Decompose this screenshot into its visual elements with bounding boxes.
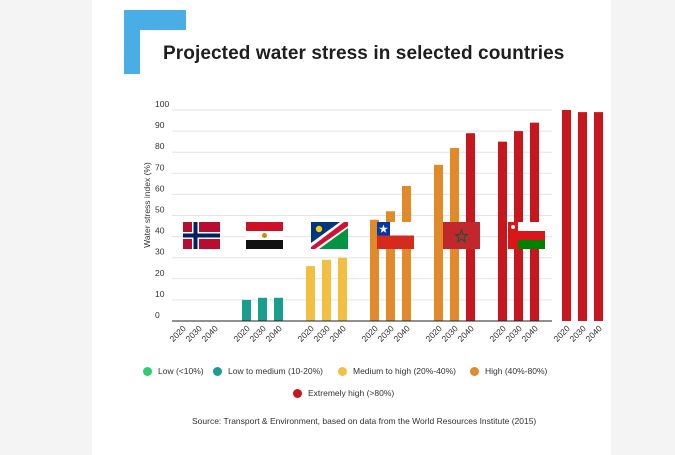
legend-item-high: High (40%-80%)	[470, 366, 547, 376]
namibia-flag	[311, 222, 348, 249]
morocco-flag	[443, 222, 480, 249]
bar	[322, 259, 331, 321]
x-tick-label: 2040	[519, 323, 540, 344]
bar	[562, 110, 571, 321]
x-tick-label: 2040	[199, 323, 220, 344]
legend-swatch	[470, 366, 479, 376]
y-tick-label: 40	[155, 226, 165, 236]
legend-label: Low (<10%)	[158, 366, 204, 376]
x-tick-label: 2030	[311, 323, 332, 344]
legend-item-extremely-high: Extremely high (>80%)	[293, 388, 394, 398]
legend-item-low: Low (<10%)	[143, 366, 204, 376]
bar	[242, 299, 251, 321]
x-tick-label: 2030	[503, 323, 524, 344]
bar	[370, 219, 379, 321]
legend-item-medium-to-high: Medium to high (20%-40%)	[338, 366, 456, 376]
x-tick-label: 2020	[359, 323, 380, 344]
legend-swatch	[338, 366, 347, 376]
source-note: Source: Transport & Environment, based o…	[192, 416, 537, 426]
gridlines	[172, 109, 552, 301]
legend-item-low-to-medium: Low to medium (10-20%)	[213, 366, 323, 376]
y-tick-label: 30	[155, 247, 165, 257]
oman-flag	[508, 222, 545, 249]
x-tick-label: 2040	[455, 323, 476, 344]
legend-swatch	[213, 366, 222, 376]
bar	[578, 112, 587, 321]
legend-label: Medium to high (20%-40%)	[353, 366, 456, 376]
brand-accent-shape	[124, 10, 186, 74]
y-axis-label: Water stress index (%)	[142, 162, 152, 248]
flags	[183, 222, 545, 249]
x-tick-label: 2030	[183, 323, 204, 344]
bar	[274, 297, 283, 321]
x-tick-label: 2040	[263, 323, 284, 344]
x-tick-label: 2040	[391, 323, 412, 344]
x-tick-label: 2030	[375, 323, 396, 344]
bar	[594, 112, 603, 321]
bar	[306, 266, 315, 321]
bar	[258, 297, 267, 321]
y-tick-label: 20	[155, 268, 165, 278]
chile-flag	[377, 222, 414, 249]
bar	[498, 141, 507, 321]
bar	[402, 185, 411, 321]
y-tick-label: 70	[155, 162, 165, 172]
x-tick-label: 2030	[567, 323, 588, 344]
chart-title: Projected water stress in selected count…	[163, 43, 565, 64]
egypt-flag	[246, 222, 283, 249]
x-tick-label: 2020	[231, 323, 252, 344]
x-tick-label: 2020	[167, 323, 188, 344]
y-axis-ticks: 0 10 20 30 40 50 60 70 80 90 100	[155, 99, 169, 320]
x-tick-label: 2030	[247, 323, 268, 344]
norway-flag	[183, 222, 220, 249]
y-tick-label: 90	[155, 120, 165, 130]
y-tick-label: 80	[155, 141, 165, 151]
x-tick-label: 2040	[583, 323, 604, 344]
legend-label: Low to medium (10-20%)	[228, 366, 323, 376]
x-tick-label: 2020	[295, 323, 316, 344]
bar	[434, 164, 443, 321]
x-tick-label: 2020	[551, 323, 572, 344]
y-tick-label: 10	[155, 289, 165, 299]
x-tick-label: 2040	[327, 323, 348, 344]
y-tick-label: 50	[155, 205, 165, 215]
y-tick-label: 60	[155, 183, 165, 193]
bar	[386, 211, 395, 321]
bar	[338, 257, 347, 321]
y-tick-label: 0	[155, 310, 160, 320]
x-tick-label: 2020	[487, 323, 508, 344]
x-tick-label: 2030	[439, 323, 460, 344]
x-tick-label: 2020	[423, 323, 444, 344]
bar	[530, 122, 539, 321]
legend-label: Extremely high (>80%)	[308, 388, 395, 398]
y-tick-label: 100	[155, 99, 169, 109]
legend-swatch	[143, 366, 152, 376]
legend-swatch	[293, 388, 302, 398]
legend-label: High (40%-80%)	[485, 366, 548, 376]
